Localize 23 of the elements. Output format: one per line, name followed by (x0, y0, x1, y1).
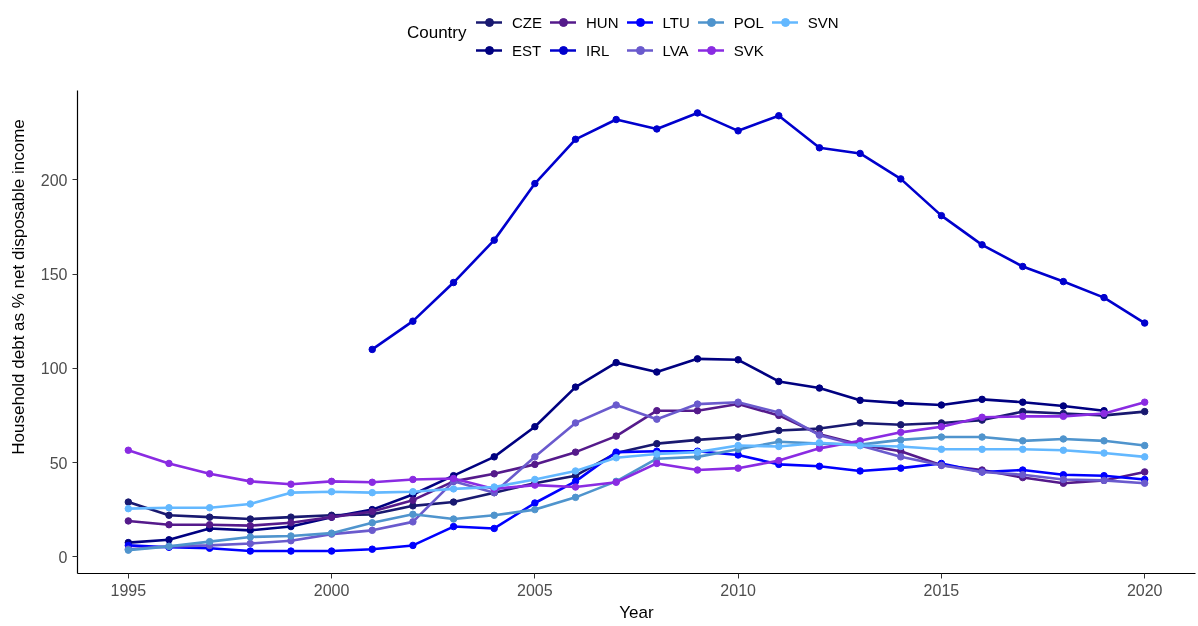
y-tick-label: 50 (49, 454, 68, 472)
legend-label: EST (512, 40, 542, 60)
x-tick-label: 2015 (923, 581, 960, 599)
legend-title: Country (406, 23, 467, 42)
x-axis-title: Year (619, 602, 655, 622)
legend-label: SVN (807, 12, 839, 32)
x-tick-label: 2020 (1126, 581, 1163, 599)
y-axis-title: Household debt as % net disposable income (8, 119, 28, 455)
x-tick-label: 2005 (517, 581, 553, 599)
x-tick-label: 2000 (313, 581, 350, 599)
y-tick-label: 0 (58, 548, 68, 566)
x-tick-label: 2010 (720, 581, 757, 599)
legend-label: IRL (586, 40, 610, 60)
legend-label: HUN (586, 12, 619, 32)
x-tick-label: 1995 (110, 581, 147, 599)
legend-label: SVK (733, 40, 764, 60)
y-tick-label: 200 (40, 171, 68, 189)
legend-label: LTU (662, 12, 690, 32)
y-tick-label: 150 (40, 266, 68, 284)
legend-label: CZE (512, 12, 542, 32)
legend-label: POL (733, 12, 764, 32)
legend-label: LVA (662, 40, 689, 60)
y-tick-label: 100 (40, 360, 68, 378)
